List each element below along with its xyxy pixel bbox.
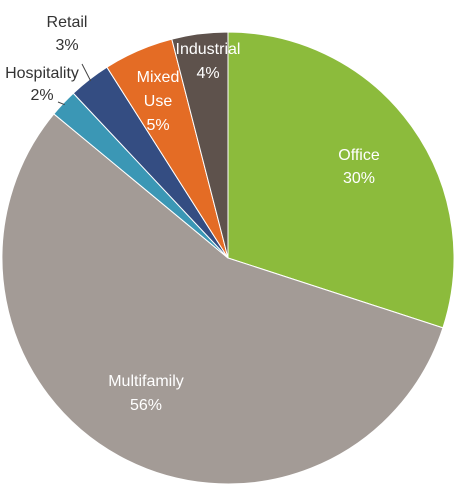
slice-label-industrial: Industrial — [176, 41, 241, 58]
slice-value-office: 30% — [343, 170, 375, 187]
slice-label-office: Office — [338, 147, 380, 164]
slice-labels: Office 30% Multifamily 56% Hospitality 2… — [5, 14, 380, 414]
slice-value-multifamily: 56% — [130, 397, 162, 414]
leader-lines — [57, 63, 92, 106]
slice-label-hospitality: Hospitality — [5, 65, 79, 82]
pie-slice-multifamily — [1, 113, 444, 485]
slice-label-multifamily: Multifamily — [108, 373, 184, 390]
slice-label-retail: Retail — [47, 14, 88, 31]
slice-value-hospitality: 2% — [30, 87, 53, 104]
pie-slice-office — [227, 31, 455, 329]
pie-slices — [1, 31, 455, 485]
leader-line-hospitality — [57, 101, 65, 106]
slice-value-mixed-use: 5% — [146, 117, 169, 134]
slice-label-mixed-use-line1: Mixed Use — [137, 69, 180, 110]
slice-value-retail: 3% — [55, 37, 78, 54]
pie-slice-industrial — [171, 31, 229, 259]
leader-line-retail — [81, 63, 92, 82]
slice-value-industrial: 4% — [196, 65, 219, 82]
